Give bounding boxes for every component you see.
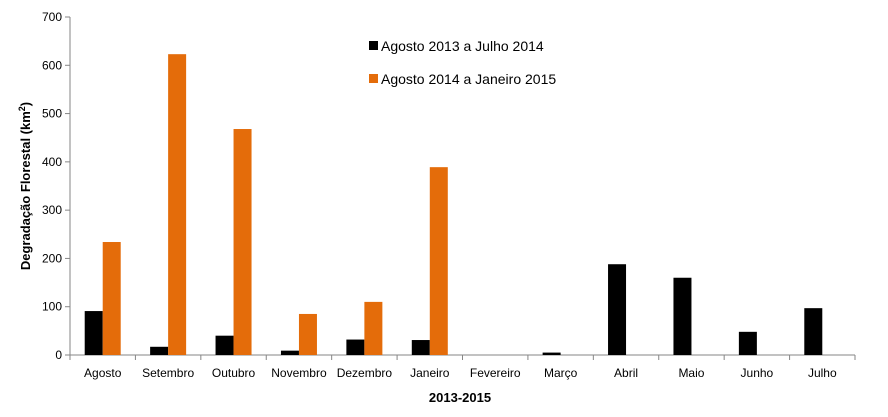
- bars: [84, 54, 823, 356]
- y-tick-label: 300: [42, 203, 62, 217]
- bar-series-1: [215, 335, 234, 355]
- x-axis-title: 2013-2015: [429, 390, 491, 405]
- x-tick-label: Janeiro: [410, 366, 450, 380]
- legend-swatch: [369, 74, 378, 83]
- x-tick-label: Novembro: [271, 366, 327, 380]
- bar-series-1: [150, 346, 169, 355]
- bar-series-2: [364, 301, 383, 355]
- x-tick-label: Agosto: [84, 366, 122, 380]
- bar-series-1: [804, 308, 823, 355]
- x-ticks: Agosto Setembro Outubro Novembro Dezembro Jan…: [69, 355, 856, 380]
- bar-series-1: [608, 264, 627, 355]
- y-axis-title-text: Degradação Florestal (km2): [17, 102, 33, 270]
- y-ticks: 0 100 200 300 400 500 600 700: [42, 10, 70, 362]
- y-tick-label: 700: [42, 10, 62, 24]
- bar-series-1: [542, 352, 561, 355]
- bar-series-1: [346, 339, 365, 355]
- bar-series-1: [673, 277, 692, 355]
- bar-series-2: [102, 242, 121, 355]
- bar-series-1: [280, 350, 299, 355]
- y-tick-label: 100: [42, 300, 62, 314]
- x-tick-label: Fevereiro: [470, 366, 521, 380]
- y-tick-label: 600: [42, 58, 62, 72]
- bar-series-1: [738, 331, 757, 355]
- legend-swatch: [369, 41, 378, 50]
- y-tick-label: 200: [42, 251, 62, 265]
- x-tick-label: Julho: [808, 366, 837, 380]
- x-tick-label: Setembro: [142, 366, 194, 380]
- x-tick-label: Março: [544, 366, 578, 380]
- x-tick-label: Abril: [614, 366, 638, 380]
- x-tick-label: Junho: [741, 366, 774, 380]
- axes: [69, 17, 855, 356]
- bar-series-2: [168, 54, 187, 356]
- bar-series-2: [233, 129, 252, 355]
- x-tick-label: Outubro: [212, 366, 256, 380]
- bar-series-2: [298, 313, 317, 355]
- bar-series-2: [429, 167, 448, 355]
- y-tick-label: 0: [55, 348, 62, 362]
- x-tick-label: Dezembro: [337, 366, 393, 380]
- y-tick-label: 400: [42, 155, 62, 169]
- legend: Agosto 2013 a Julho 2014 Agosto 2014 a Ja…: [369, 38, 556, 87]
- legend-label: Agosto 2013 a Julho 2014: [381, 38, 544, 54]
- bar-series-1: [84, 311, 103, 355]
- y-axis-title: Degradação Florestal (km2): [17, 102, 33, 270]
- bar-series-1: [411, 340, 430, 355]
- legend-label: Agosto 2014 a Janeiro 2015: [381, 71, 556, 87]
- x-tick-label: Maio: [678, 366, 704, 380]
- y-tick-label: 500: [42, 107, 62, 121]
